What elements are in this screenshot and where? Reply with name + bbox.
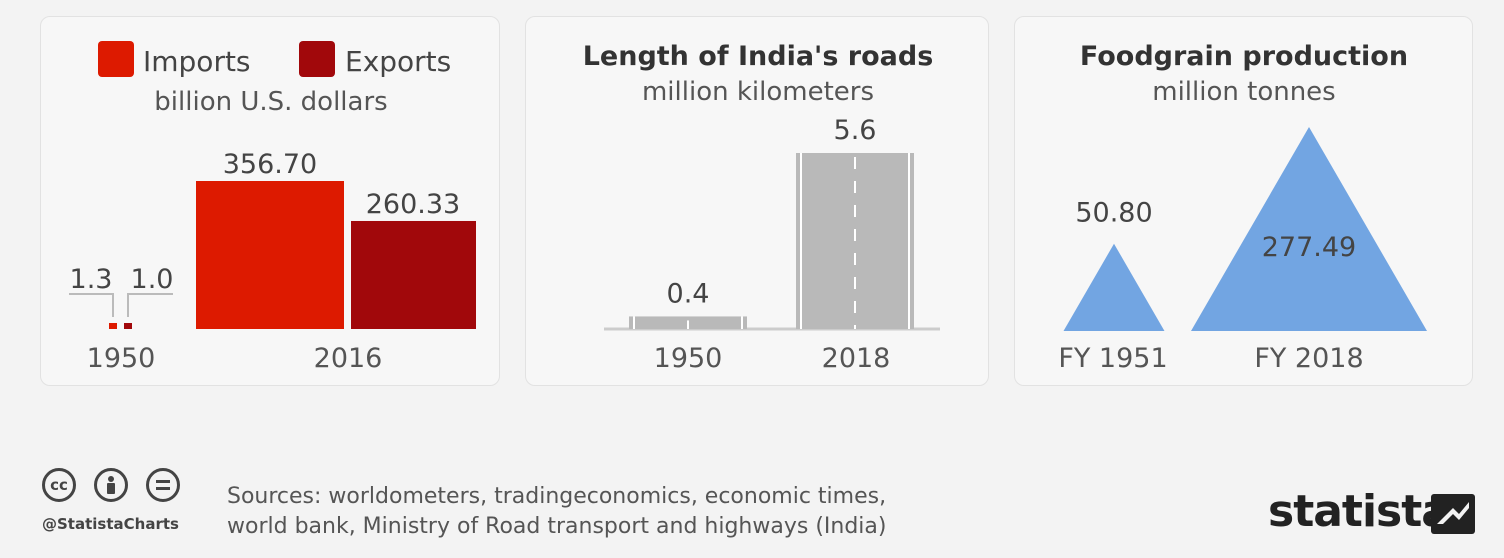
statista-logo-icon bbox=[1431, 494, 1475, 534]
roads-panel: Length of India's roads million kilomete… bbox=[525, 16, 989, 386]
bar-exports-2016 bbox=[351, 220, 476, 329]
bar-exports-1950 bbox=[124, 323, 132, 329]
x-tick-label: 2016 bbox=[314, 343, 383, 374]
cc-icon: cc bbox=[42, 468, 76, 502]
roads-chart: Length of India's roads million kilomete… bbox=[583, 41, 940, 374]
legend-exports-swatch bbox=[299, 41, 335, 77]
sources-text: Sources: worldometers, tradingeconomics,… bbox=[227, 482, 886, 542]
bar-imports-2016 bbox=[196, 181, 344, 329]
production-triangle bbox=[1063, 243, 1165, 331]
bar-imports-1950 bbox=[109, 323, 117, 329]
trade-panel: Imports Exports billion U.S. dollars 1.3… bbox=[40, 16, 500, 386]
no-derivatives-icon bbox=[146, 468, 180, 502]
x-tick-label: FY 2018 bbox=[1254, 343, 1363, 374]
production-triangle bbox=[1191, 127, 1427, 331]
data-label: 356.70 bbox=[223, 149, 317, 180]
foodgrain-title: Foodgrain production bbox=[1080, 41, 1408, 72]
foodgrain-panel: Foodgrain production million tonnes 50.8… bbox=[1014, 16, 1473, 386]
x-tick-label: FY 1951 bbox=[1058, 343, 1167, 374]
trade-chart: Imports Exports billion U.S. dollars 1.3… bbox=[69, 41, 476, 374]
leader-line bbox=[127, 293, 173, 317]
statista-logo-text: statista bbox=[1268, 486, 1451, 537]
foodgrain-subtitle: million tonnes bbox=[1152, 77, 1335, 107]
data-label: 277.49 bbox=[1262, 232, 1356, 263]
foodgrain-chart: Foodgrain production million tonnes 50.8… bbox=[1058, 41, 1427, 374]
data-label: 260.33 bbox=[366, 189, 460, 220]
x-tick-label: 2018 bbox=[822, 343, 891, 374]
data-label: 0.4 bbox=[667, 278, 710, 309]
x-tick-label: 1950 bbox=[87, 343, 156, 374]
roads-subtitle: million kilometers bbox=[642, 77, 874, 107]
data-label: 5.6 bbox=[834, 115, 877, 146]
leader-line bbox=[69, 293, 114, 317]
roads-title: Length of India's roads bbox=[583, 41, 934, 72]
attribution-icon bbox=[94, 468, 128, 502]
sources-line: world bank, Ministry of Road transport a… bbox=[227, 514, 887, 539]
data-label: 50.80 bbox=[1075, 198, 1152, 229]
trade-subtitle: billion U.S. dollars bbox=[154, 87, 387, 117]
legend-exports-label: Exports bbox=[345, 45, 451, 78]
legend-imports-label: Imports bbox=[143, 45, 251, 78]
legend-imports-swatch bbox=[98, 41, 134, 77]
data-label: 1.0 bbox=[131, 264, 174, 295]
sources-line: Sources: worldometers, tradingeconomics,… bbox=[227, 484, 887, 509]
statista-handle: @StatistaCharts bbox=[42, 515, 179, 533]
x-tick-label: 1950 bbox=[654, 343, 723, 374]
license-icons: cc bbox=[42, 468, 202, 508]
data-label: 1.3 bbox=[70, 264, 113, 295]
